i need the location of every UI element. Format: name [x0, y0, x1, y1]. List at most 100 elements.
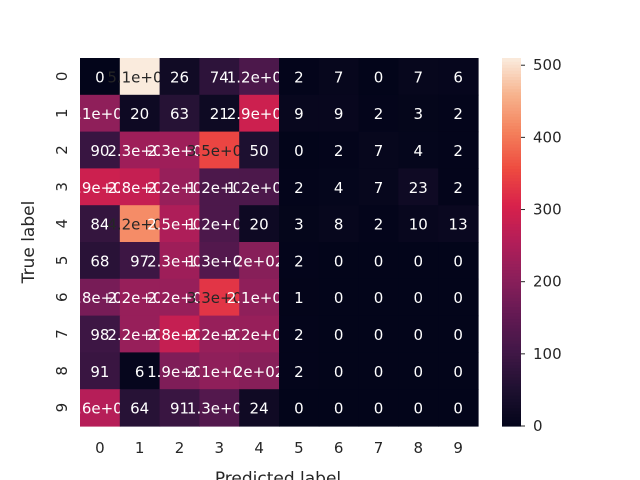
x-tick-label: 1: [135, 439, 145, 457]
cell-value-label: 74: [210, 68, 229, 86]
cell-value-label: 9: [334, 105, 344, 123]
heatmap-cell: [398, 315, 439, 353]
cell-value-label: 0: [453, 289, 463, 307]
heatmap-cell: [119, 58, 161, 96]
colorbar-segment: [502, 364, 521, 369]
heatmap-cell: [438, 58, 479, 96]
heatmap-cell: [279, 278, 320, 317]
heatmap-cell: [80, 58, 121, 96]
colorbar-segment: [502, 223, 521, 228]
heatmap-cell: [80, 352, 121, 390]
colorbar-segment: [502, 183, 521, 188]
cell-value-label: 13: [449, 216, 468, 234]
heatmap-cell: [239, 352, 280, 390]
cell-value-label: 2: [374, 105, 384, 123]
colorbar-segment: [502, 318, 521, 323]
colorbar-segment: [502, 186, 521, 191]
cell-value-label: 1.9e+02: [147, 363, 212, 381]
colorbar-segment: [502, 392, 521, 396]
heatmap-cell: [398, 278, 439, 317]
colorbar: 0 100 200 300 400 500: [502, 56, 562, 435]
heatmap-cell: [159, 58, 200, 96]
cell-value-label: 0: [453, 252, 463, 270]
cell-value-label: 7: [374, 179, 384, 197]
colorbar-segment: [502, 220, 521, 225]
cell-value-label: 2.9e+02: [227, 105, 292, 123]
heatmap-cell: [80, 94, 121, 133]
colorbar-segment: [502, 383, 521, 387]
cell-value-label: 2.2e+02: [107, 326, 172, 344]
x-tick-label: 0: [95, 439, 105, 457]
cell-value-label: 7: [374, 142, 384, 160]
colorbar-segment: [502, 398, 521, 403]
cell-value-label: 0: [374, 68, 384, 86]
cell-value-label: 1.2e+02: [227, 179, 292, 197]
heatmap-cell: [318, 94, 360, 133]
colorbar-segment: [502, 413, 521, 418]
colorbar-segment: [502, 260, 521, 265]
colorbar-segment: [502, 370, 521, 375]
heatmap-cell: [199, 389, 240, 427]
colorbar-segment: [502, 272, 521, 277]
heatmap-cell: [199, 242, 240, 280]
heatmap-cell: [318, 315, 360, 353]
heatmap-cell: [159, 278, 200, 317]
heatmap-cell: [398, 58, 439, 96]
colorbar-segment: [502, 306, 521, 311]
heatmap-cell: [199, 352, 240, 390]
cell-value-label: 2.3e+02: [107, 142, 172, 160]
colorbar-segment: [502, 134, 521, 139]
colorbar-segment: [502, 229, 521, 234]
cell-value-label: 84: [90, 216, 109, 234]
colorbar-segment: [502, 343, 521, 347]
colorbar-segment: [502, 278, 521, 283]
cell-value-label: 2e+02: [234, 252, 284, 270]
colorbar-segment: [502, 404, 521, 409]
cell-value-label: 50: [250, 142, 269, 160]
colorbar-segment: [502, 300, 521, 304]
cell-value-label: 2: [453, 142, 463, 160]
colorbar-segment: [502, 76, 521, 81]
heatmap-cell: [159, 315, 200, 353]
cell-value-label: 6: [453, 68, 463, 86]
colorbar-segment: [502, 199, 521, 203]
cell-value-label: 3.5e+02: [187, 142, 252, 160]
colorbar-segment: [502, 324, 521, 329]
heatmap-cell: [80, 242, 121, 280]
colorbar-tick-label: 200: [533, 273, 562, 291]
colorbar-segment: [502, 245, 521, 249]
colorbar-segment: [502, 214, 521, 219]
cell-value-label: 0: [453, 326, 463, 344]
heatmap-cell: [358, 278, 399, 317]
colorbar-segment: [502, 156, 521, 160]
colorbar-segment: [502, 358, 521, 363]
colorbar-segment: [502, 410, 521, 415]
colorbar-tick-label: 400: [533, 128, 562, 146]
colorbar-segment: [502, 355, 521, 360]
colorbar-tick-label: 300: [533, 201, 562, 219]
heatmap-cell: [398, 168, 439, 206]
x-tick-label: 9: [453, 439, 463, 457]
colorbar-segment: [502, 380, 521, 384]
colorbar-segment: [502, 294, 521, 298]
colorbar-segment: [502, 137, 521, 142]
heatmap-cell: [199, 58, 240, 96]
heatmap-cell: [318, 58, 360, 96]
colorbar-segment: [502, 58, 521, 62]
cell-value-label: 23: [409, 179, 428, 197]
cell-value-label: 0: [374, 252, 384, 270]
colorbar-segment: [502, 82, 521, 87]
colorbar-segment: [502, 150, 521, 154]
heatmap-cell: [318, 131, 360, 169]
colorbar-segment: [502, 94, 521, 99]
colorbar-segment: [502, 131, 521, 136]
heatmap-cell: [80, 168, 121, 206]
colorbar-segment: [502, 232, 521, 237]
heatmap-cell: [239, 278, 280, 317]
colorbar-segment: [502, 373, 521, 378]
colorbar-segment: [502, 143, 521, 148]
cell-value-label: 91: [90, 363, 109, 381]
heatmap-cell: [159, 205, 200, 243]
colorbar-segment: [502, 79, 521, 84]
colorbar-segment: [502, 119, 521, 123]
